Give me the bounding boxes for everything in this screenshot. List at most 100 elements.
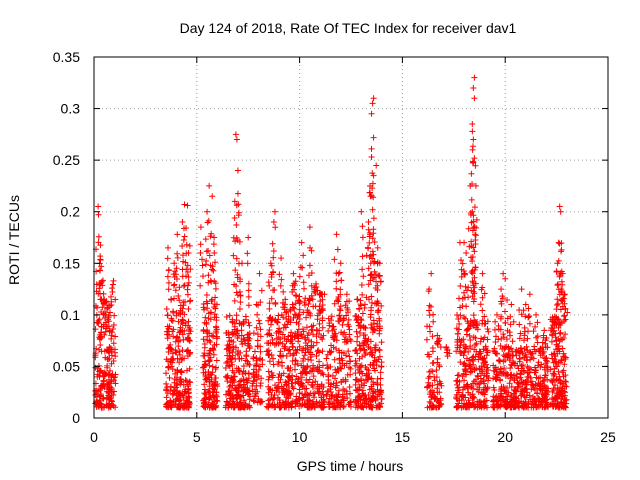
data-point xyxy=(369,206,376,213)
data-point xyxy=(301,352,308,359)
data-point xyxy=(185,347,192,354)
data-point xyxy=(98,308,105,315)
data-point xyxy=(253,301,260,308)
data-point xyxy=(555,368,562,375)
data-point xyxy=(328,313,335,320)
data-point xyxy=(369,248,376,255)
data-point xyxy=(176,297,183,304)
data-point xyxy=(516,307,523,314)
data-point xyxy=(333,231,340,238)
data-point xyxy=(337,291,344,298)
data-point xyxy=(235,201,242,208)
data-point xyxy=(317,403,324,410)
data-point xyxy=(434,355,441,362)
data-point xyxy=(473,340,480,347)
data-point xyxy=(265,376,272,383)
data-point xyxy=(428,270,435,277)
data-point xyxy=(200,336,207,343)
data-point xyxy=(522,313,529,320)
data-point xyxy=(331,356,338,363)
data-point xyxy=(495,357,502,364)
data-point xyxy=(504,296,511,303)
data-point xyxy=(534,362,541,369)
data-point xyxy=(429,360,436,367)
data-point xyxy=(305,404,312,411)
data-point xyxy=(210,333,217,340)
data-point xyxy=(378,302,385,309)
data-point xyxy=(229,349,236,356)
data-point xyxy=(182,403,189,410)
data-point xyxy=(205,217,212,224)
data-point xyxy=(223,313,230,320)
data-point xyxy=(326,395,333,402)
data-point xyxy=(553,376,560,383)
data-point xyxy=(201,319,208,326)
data-point xyxy=(432,404,439,411)
data-point xyxy=(104,362,111,369)
data-point xyxy=(233,395,240,402)
data-point xyxy=(239,260,246,267)
data-point xyxy=(480,376,487,383)
data-point xyxy=(178,356,185,363)
data-point xyxy=(374,244,381,251)
data-point xyxy=(551,371,558,378)
data-point xyxy=(105,356,112,363)
data-point xyxy=(199,262,206,269)
data-point xyxy=(211,278,218,285)
data-point xyxy=(360,273,367,280)
data-point xyxy=(281,321,288,328)
data-point xyxy=(456,239,463,246)
data-point xyxy=(535,402,542,409)
data-point xyxy=(347,399,354,406)
data-point xyxy=(204,300,211,307)
data-point xyxy=(493,311,500,318)
data-point xyxy=(213,397,220,404)
data-point xyxy=(560,334,567,341)
data-point xyxy=(461,377,468,384)
data-point xyxy=(358,381,365,388)
data-point xyxy=(346,331,353,338)
data-point xyxy=(454,330,461,337)
data-point xyxy=(93,403,100,410)
data-point xyxy=(502,357,509,364)
data-point xyxy=(296,343,303,350)
data-point xyxy=(497,342,504,349)
data-point xyxy=(492,375,499,382)
data-point xyxy=(489,398,496,405)
data-point xyxy=(174,403,181,410)
data-point xyxy=(255,317,262,324)
data-point xyxy=(92,326,99,333)
data-point xyxy=(301,299,308,306)
data-point xyxy=(308,381,315,388)
data-point xyxy=(106,367,113,374)
data-point xyxy=(337,303,344,310)
data-point xyxy=(469,128,476,135)
data-point xyxy=(227,356,234,363)
data-point xyxy=(208,332,215,339)
data-point xyxy=(296,386,303,393)
data-point xyxy=(506,380,513,387)
data-point xyxy=(551,318,558,325)
data-point xyxy=(204,219,211,226)
data-point xyxy=(256,363,263,370)
data-point xyxy=(300,358,307,365)
data-point xyxy=(282,379,289,386)
data-point xyxy=(299,264,306,271)
data-point xyxy=(369,352,376,359)
y-tick-label: 0.1 xyxy=(61,307,81,323)
data-point xyxy=(364,244,371,251)
data-point xyxy=(484,347,491,354)
data-point xyxy=(376,403,383,410)
data-point xyxy=(178,378,185,385)
data-point xyxy=(233,365,240,372)
data-point xyxy=(233,235,240,242)
data-point xyxy=(168,317,175,324)
data-point xyxy=(472,264,479,271)
data-point xyxy=(240,385,247,392)
data-point xyxy=(334,297,341,304)
data-point xyxy=(325,379,332,386)
data-point xyxy=(471,346,478,353)
data-point xyxy=(436,363,443,370)
y-tick-label: 0.3 xyxy=(61,101,81,117)
data-point xyxy=(484,384,491,391)
